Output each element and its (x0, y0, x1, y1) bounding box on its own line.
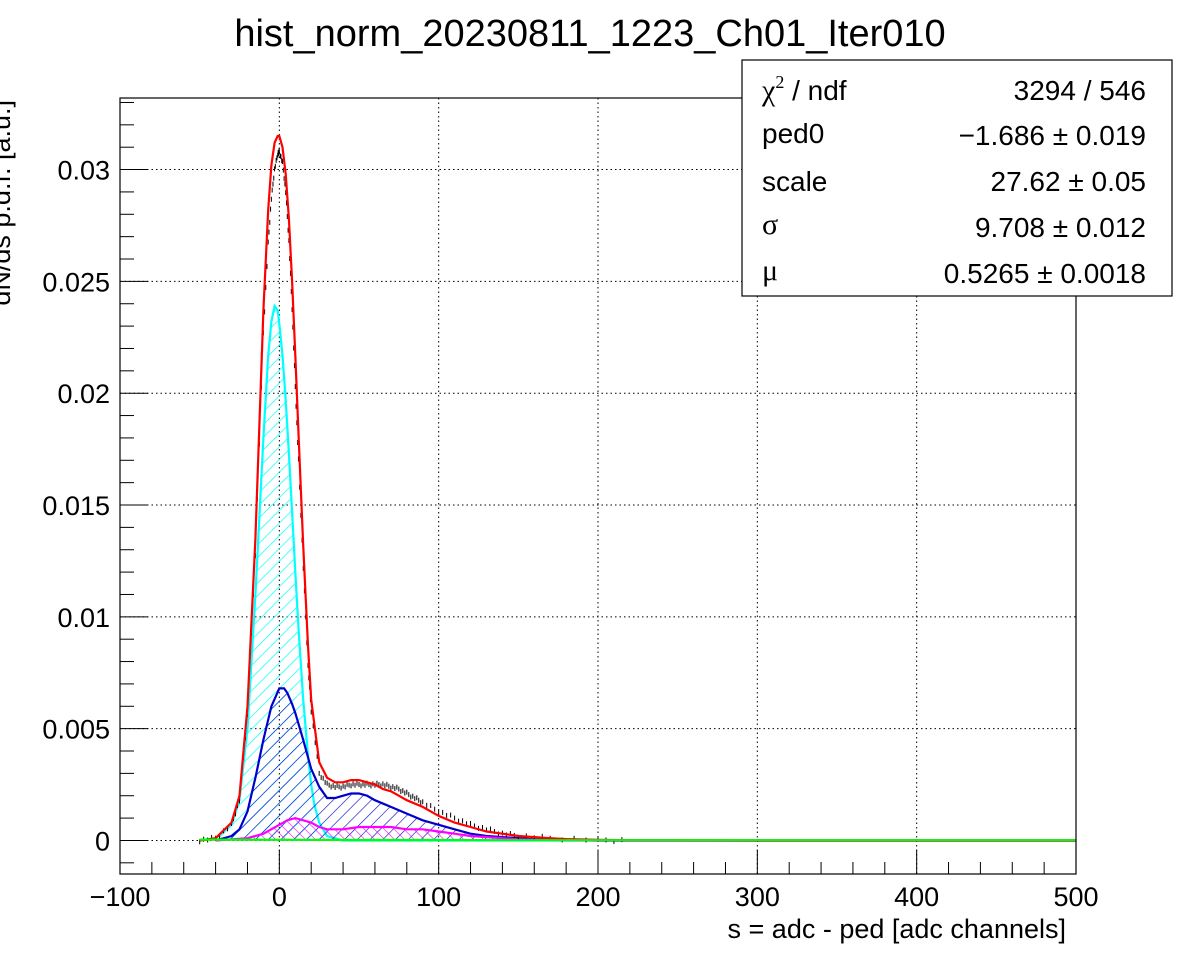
stats-value-mu: 0.5265 ± 0.0018 (944, 258, 1146, 289)
y-tick-label: 0.02 (57, 379, 110, 409)
series-cyan-fill (199, 306, 1076, 841)
x-tick-label: 100 (416, 882, 461, 912)
x-tick-label: −100 (90, 882, 151, 912)
series-blue-fill (215, 688, 1076, 841)
y-tick-label: 0.005 (42, 715, 110, 745)
series-red-line (199, 134, 1076, 842)
stats-label-mu: μ (762, 254, 778, 287)
series-magenta-line (215, 816, 1076, 842)
series-cyan-line (199, 303, 1076, 842)
x-tick-label: 500 (1053, 882, 1098, 912)
series-green-line (199, 838, 1076, 842)
x-tick-label: 400 (894, 882, 939, 912)
stats-value-scale: 27.62 ± 0.05 (991, 166, 1147, 197)
y-tick-label: 0.015 (42, 491, 110, 521)
y-tick-label: 0.01 (57, 603, 110, 633)
stats-label-scale: scale (762, 166, 827, 197)
y-tick-label: 0 (95, 826, 110, 856)
x-tick-label: 300 (735, 882, 780, 912)
x-axis-label: s = adc - ped [adc channels] (728, 914, 1066, 944)
y-tick-label: 0.03 (57, 156, 110, 186)
plot-area (199, 134, 1076, 845)
stats-box: χ2 / ndf 3294 / 546 ped0 −1.686 ± 0.019 … (741, 59, 1173, 297)
axes: −100 0 100 200 300 400 500 0 0.005 0.01 0.015 0.02 0… (42, 101, 1099, 912)
y-axis-label: dN/ds p.d.f. [a.u.] (0, 100, 16, 306)
stats-box-frame (741, 59, 1173, 297)
stats-label-ped0: ped0 (762, 118, 824, 149)
x-tick-label: 0 (272, 882, 287, 912)
chart-title: hist_norm_20230811_1223_Ch01_Iter010 (234, 13, 945, 55)
series-magenta-fill (215, 818, 1076, 841)
y-tick-label: 0.025 (42, 267, 110, 297)
stats-value-chi2: 3294 / 546 (1014, 75, 1146, 106)
stats-label-chi2: χ2 / ndf (761, 72, 847, 107)
stats-label-sigma: σ (762, 208, 778, 241)
stats-value-ped0: −1.686 ± 0.019 (959, 120, 1146, 151)
stats-value-sigma: 9.708 ± 0.012 (975, 212, 1146, 243)
x-tick-label: 200 (575, 882, 620, 912)
